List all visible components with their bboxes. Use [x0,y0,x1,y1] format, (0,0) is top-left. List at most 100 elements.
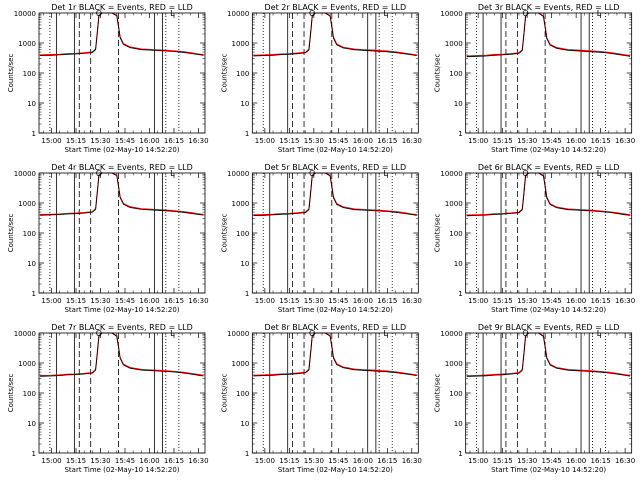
x-tick-label: 15:30 [304,137,324,145]
x-tick-label: 16:30 [188,137,208,145]
annotation-marker: O [522,9,528,18]
y-tick-label: 1000 [18,200,36,208]
y-tick-label: 10000 [14,330,36,338]
annotation-marker: L [170,9,175,18]
y-tick-label: 1 [32,290,36,298]
y-tick-label: 1 [245,450,249,458]
x-tick-label: 16:15 [377,137,397,145]
annotation-marker: L [170,329,175,338]
x-tick-label: 16:00 [566,137,586,145]
x-axis-label: Start Time (02-May-10 14:52:20) [491,306,606,314]
y-tick-label: 1 [245,290,249,298]
y-tick-label: 1 [32,130,36,138]
x-tick-label: 16:30 [188,297,208,305]
x-tick-label: 15:45 [115,137,135,145]
panel-det-6: Det 6r BLACK = Events, RED = LLD 1 10 100 10… [434,163,636,314]
y-tick-label: 10000 [440,330,462,338]
y-tick-label: 1 [32,450,36,458]
annotation-marker: O [96,169,102,178]
panel-title: Det 1r BLACK = Events, RED = LLD [51,3,193,12]
x-tick-label: 15:45 [542,137,562,145]
plot-frame [465,12,633,134]
plot-frame [38,12,206,134]
x-axis-label: Start Time (02-May-10 14:52:20) [278,146,393,154]
y-tick-label: 10 [27,260,36,268]
x-tick-label: 15:15 [66,137,86,145]
panel-title: Det 6r BLACK = Events, RED = LLD [478,163,620,172]
x-tick-label: 16:15 [591,137,611,145]
panel-title: Det 7r BLACK = Events, RED = LLD [51,323,193,332]
panel-title: Det 2r BLACK = Events, RED = LLD [265,3,407,12]
series-line-events [40,12,204,56]
y-axis-label: Counts/sec [220,214,228,253]
x-tick-label: 15:30 [517,137,537,145]
x-tick-label: 15:45 [115,297,135,305]
y-axis-label: Counts/sec [220,54,228,93]
x-tick-label: 15:15 [279,297,299,305]
series-line-events [253,332,417,377]
annotation-marker: L [597,329,602,338]
panel-det-5: Det 5r BLACK = Events, RED = LLD 1 10 100 10… [220,163,422,314]
annotation-marker: O [309,169,315,178]
panel-det-3: Det 3r BLACK = Events, RED = LLD 1 10 100 10… [434,3,636,154]
annotation-marker: O [522,169,528,178]
y-tick-label: 1 [245,130,249,138]
x-tick-label: 15:45 [542,457,562,465]
y-tick-label: 10000 [227,330,249,338]
x-tick-label: 15:30 [90,137,110,145]
y-tick-label: 10 [240,260,249,268]
x-tick-label: 15:15 [66,457,86,465]
series-line-events [40,332,204,377]
x-tick-label: 15:15 [493,297,513,305]
x-tick-label: 15:00 [41,457,61,465]
x-tick-label: 16:00 [139,137,159,145]
y-tick-label: 100 [23,70,36,78]
y-tick-label: 1000 [18,360,36,368]
y-tick-label: 1000 [232,200,250,208]
x-tick-label: 15:30 [304,457,324,465]
annotation-marker: O [309,329,315,338]
y-tick-label: 10 [27,100,36,108]
x-tick-label: 15:15 [279,457,299,465]
x-tick-label: 16:15 [377,457,397,465]
x-tick-label: 16:30 [402,457,422,465]
y-tick-label: 1 [458,130,462,138]
y-axis-label: Counts/sec [434,54,442,93]
y-tick-label: 100 [449,390,462,398]
x-tick-label: 15:45 [328,297,348,305]
x-tick-label: 15:30 [304,297,324,305]
annotation-marker: L [383,169,388,178]
x-axis-label: Start Time (02-May-10 14:52:20) [278,306,393,314]
x-tick-label: 15:15 [493,457,513,465]
y-axis-label: Counts/sec [7,214,15,253]
x-tick-label: 15:30 [90,457,110,465]
annotation-marker: L [597,9,602,18]
y-tick-label: 10 [454,420,463,428]
x-tick-label: 16:00 [566,297,586,305]
x-tick-label: 16:00 [353,297,373,305]
x-tick-label: 15:30 [517,297,537,305]
y-tick-label: 1000 [18,40,36,48]
annotation-marker: O [522,329,528,338]
y-tick-label: 10 [454,100,463,108]
x-tick-label: 16:00 [139,297,159,305]
y-tick-label: 1000 [232,40,250,48]
annotation-marker: L [597,169,602,178]
plot-frame [251,172,419,294]
panel-det-2: Det 2r BLACK = Events, RED = LLD 1 10 100 10… [220,3,422,154]
plot-frame [465,172,633,294]
x-tick-label: 15:00 [468,457,488,465]
y-axis-label: Counts/sec [434,374,442,413]
series-line-events [466,12,631,58]
series-line-events [253,172,417,216]
x-tick-label: 15:45 [328,137,348,145]
x-tick-label: 16:30 [615,457,635,465]
x-tick-label: 16:00 [566,457,586,465]
y-tick-label: 1000 [232,360,250,368]
y-tick-label: 10000 [227,10,249,18]
y-tick-label: 10 [454,260,463,268]
y-tick-label: 100 [23,390,36,398]
y-tick-label: 1 [458,450,462,458]
panel-title: Det 3r BLACK = Events, RED = LLD [478,3,620,12]
